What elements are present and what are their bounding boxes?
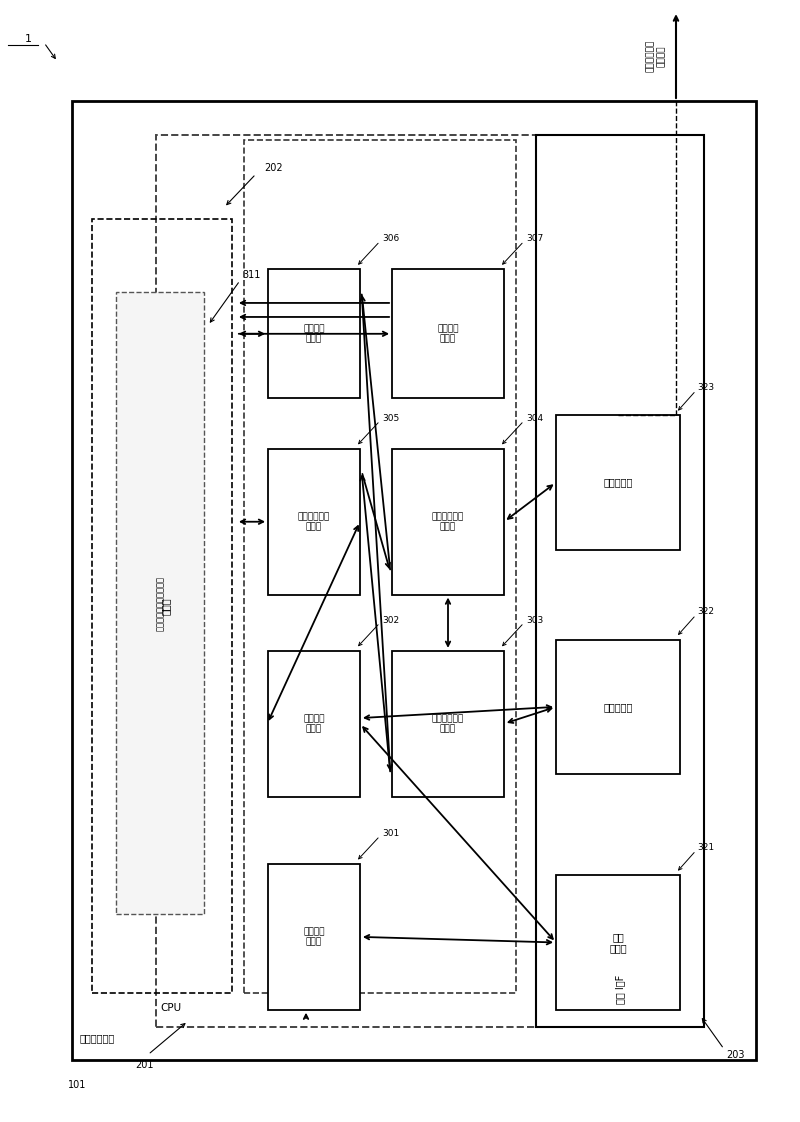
Text: 323: 323	[698, 383, 714, 392]
Text: 第三通信部: 第三通信部	[603, 478, 633, 487]
Bar	[392, 651, 504, 797]
Bar	[156, 135, 592, 1027]
Text: 302: 302	[382, 616, 399, 625]
Text: 203: 203	[726, 1050, 745, 1059]
Text: 公共事业信息
处理部: 公共事业信息 处理部	[432, 512, 464, 532]
Bar	[268, 864, 360, 1010]
Text: 301: 301	[382, 829, 400, 838]
Bar	[244, 140, 516, 993]
Text: 303: 303	[526, 616, 544, 625]
Text: 305: 305	[382, 414, 400, 423]
Text: 控制经历
处理部: 控制经历 处理部	[303, 324, 325, 343]
Text: 设备信息
处理部: 设备信息 处理部	[303, 927, 325, 947]
Text: 设备运行
处理部: 设备运行 处理部	[303, 714, 325, 734]
Bar	[556, 640, 680, 774]
Bar	[268, 651, 360, 797]
Bar	[392, 449, 504, 595]
Text: 311: 311	[242, 270, 261, 279]
Text: 通信 I／F: 通信 I／F	[615, 975, 625, 1004]
Text: 201: 201	[134, 1060, 154, 1070]
Text: 101: 101	[68, 1080, 86, 1091]
Bar	[92, 219, 232, 993]
Text: 消耗能量经历
管理部: 消耗能量经历 管理部	[298, 512, 330, 532]
Bar	[268, 269, 360, 398]
Bar	[392, 269, 504, 398]
Text: 最佳节能控制
经历信息: 最佳节能控制 经历信息	[646, 40, 666, 72]
Text: 306: 306	[382, 234, 400, 243]
Bar	[72, 101, 756, 1060]
Text: 设备消耗能量信息保存部: 设备消耗能量信息保存部	[155, 576, 165, 631]
Bar	[268, 449, 360, 595]
Text: 第一
通信部: 第一 通信部	[609, 931, 627, 954]
Text: 304: 304	[526, 414, 543, 423]
Bar	[556, 875, 680, 1010]
Text: 能量管理装置: 能量管理装置	[80, 1033, 115, 1043]
Text: 1: 1	[25, 35, 31, 44]
Text: CPU: CPU	[160, 1003, 181, 1013]
Text: 第二通信部: 第二通信部	[603, 702, 633, 711]
Text: 控制经历转发
处理部: 控制经历转发 处理部	[432, 714, 464, 734]
Text: 321: 321	[698, 843, 714, 852]
Bar	[556, 415, 680, 550]
Bar	[536, 135, 704, 1027]
Text: 307: 307	[526, 234, 544, 243]
Text: 存储部: 存储部	[161, 597, 171, 615]
Text: 322: 322	[698, 607, 714, 616]
Bar	[116, 292, 204, 914]
Text: 设备控制
适用部: 设备控制 适用部	[438, 324, 458, 343]
Text: 202: 202	[264, 164, 282, 173]
